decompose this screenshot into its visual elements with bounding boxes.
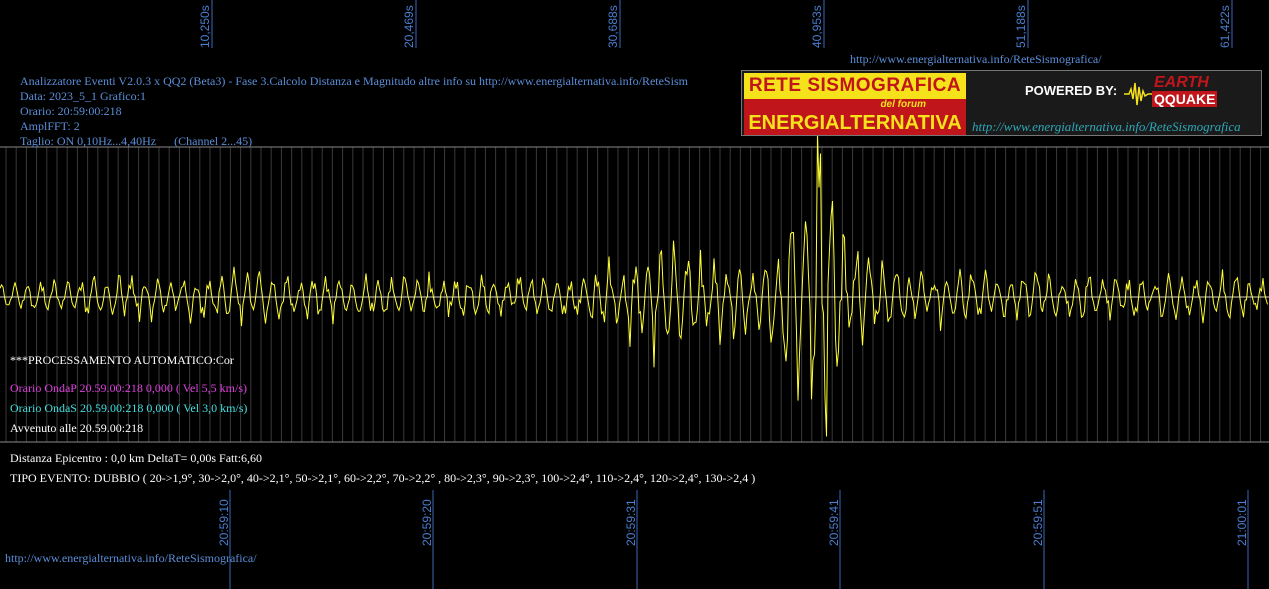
top-tick-label: 51,188s	[1014, 5, 1028, 48]
top-url-link[interactable]: http://www.energialternativa.info/ReteSi…	[850, 52, 1102, 66]
bottom-tick-label: 20:59:51	[1031, 499, 1045, 546]
bottom-tick-label: 21:00:01	[1235, 499, 1249, 546]
epicenter-distance: Distanza Epicentro : 0,0 km DeltaT= 0,00…	[10, 451, 263, 465]
header-title: Analizzatore Eventi V2.0.3 x QQ2 (Beta3)…	[20, 74, 688, 88]
onda-p-time: Orario OndaP 20.59.00:218 0,000 ( Vel 5,…	[10, 381, 247, 395]
rete-sismografica-logo[interactable]: RETE SISMOGRAFICA del forum ENERGIALTERN…	[741, 70, 1262, 136]
header-amplfft: AmplFFT: 2	[20, 119, 80, 133]
seismic-wave-icon	[1124, 82, 1154, 106]
header-filter: Taglio: ON 0,10Hz...4,40Hz (Channel 2...…	[20, 134, 253, 148]
logo-url: http://www.energialternativa.info/ReteSi…	[972, 119, 1241, 134]
logo-subtitle: del forum	[744, 99, 966, 111]
bottom-tick-label: 20:59:10	[217, 499, 231, 546]
bottom-url-link[interactable]: http://www.energialternativa.info/ReteSi…	[5, 551, 257, 565]
event-type: TIPO EVENTO: DUBBIO ( 20->1,9°, 30->2,0°…	[10, 471, 756, 485]
top-tick-label: 61,422s	[1218, 5, 1232, 48]
tick-marks	[211, 0, 1249, 589]
logo-title: RETE SISMOGRAFICA	[744, 73, 966, 99]
event-occurred-time: Avvenuto alle 20.59.00:218	[10, 421, 144, 435]
logo-powered-by: POWERED BY:	[1025, 83, 1118, 98]
logo-name: ENERGIALTERNATIVA	[744, 111, 966, 135]
bottom-tick-label: 20:59:31	[624, 499, 638, 546]
seismic-trace	[0, 132, 1268, 437]
top-tick-label: 30,688s	[606, 5, 620, 48]
header-date: Data: 2023_5_1 Grafico:1	[20, 89, 146, 103]
top-tick-label: 10,250s	[198, 5, 212, 48]
bottom-tick-label: 20:59:41	[827, 499, 841, 546]
logo-earth: EARTH	[1154, 74, 1209, 91]
top-tick-label: 20,469s	[402, 5, 416, 48]
top-tick-label: 40,953s	[810, 5, 824, 48]
processing-status: ***PROCESSAMENTO AUTOMATICO:Cor	[10, 353, 234, 367]
logo-qquake: QQUAKE	[1152, 91, 1218, 107]
bottom-tick-label: 20:59:20	[420, 499, 434, 546]
onda-s-time: Orario OndaS 20.59.00:218 0,000 ( Vel 3,…	[10, 401, 248, 415]
header-time: Orario: 20:59:00:218	[20, 104, 122, 118]
chart-grid	[5, 147, 1262, 442]
